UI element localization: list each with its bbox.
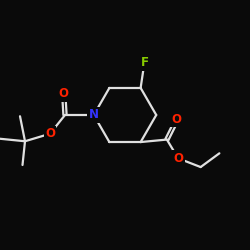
Text: O: O [173, 152, 183, 165]
Text: N: N [89, 108, 99, 122]
Text: O: O [45, 127, 55, 140]
Text: O: O [172, 113, 182, 126]
Text: F: F [140, 56, 148, 70]
Text: O: O [59, 87, 69, 100]
